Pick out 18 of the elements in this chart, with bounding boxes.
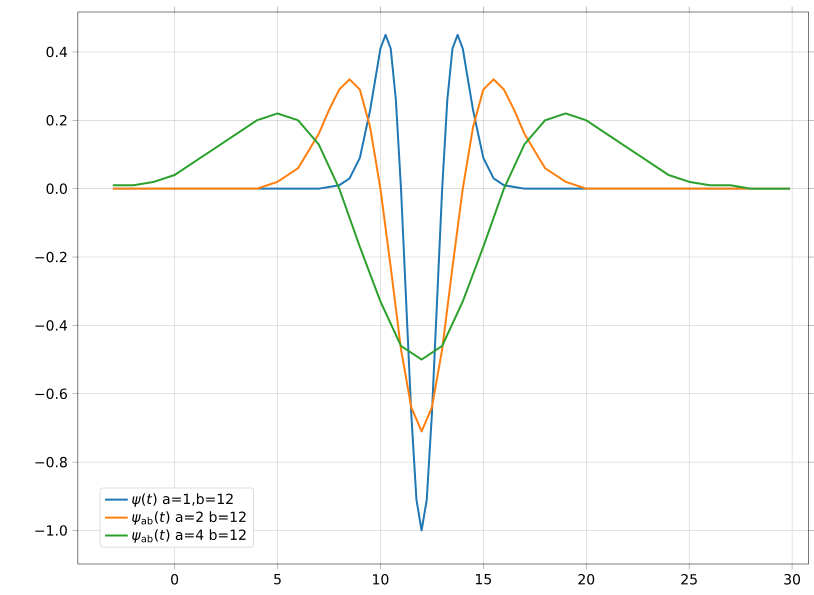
y-tick-label: 0.0	[46, 183, 67, 194]
y-tick-label: −0.4	[35, 320, 68, 331]
x-tick-label: 20	[578, 574, 594, 585]
x-tick-label: 25	[681, 574, 697, 585]
x-tick-label: 15	[476, 574, 491, 584]
x-tick-label: 30	[784, 574, 800, 585]
y-tick-label: −0.2	[35, 252, 66, 262]
legend-label: ψ$_{ab}$(t) a=2 b=12	[132, 511, 246, 525]
x-tick-label: 10	[373, 574, 388, 585]
legend-label: ψ$_{ab}$(t) a=4 b=12	[132, 529, 246, 543]
y-tick-label: −0.8	[35, 456, 67, 468]
y-tick-label: 0.4	[46, 46, 68, 58]
x-tick-label: 5	[274, 574, 281, 584]
y-tick-label: −1.0	[35, 525, 67, 536]
x-tick-label: 0	[171, 574, 178, 585]
legend-label: ψ(t) a=1,b=12	[132, 493, 233, 507]
y-tick-label: 0.2	[46, 115, 66, 126]
y-tick-label: −0.6	[35, 388, 67, 400]
